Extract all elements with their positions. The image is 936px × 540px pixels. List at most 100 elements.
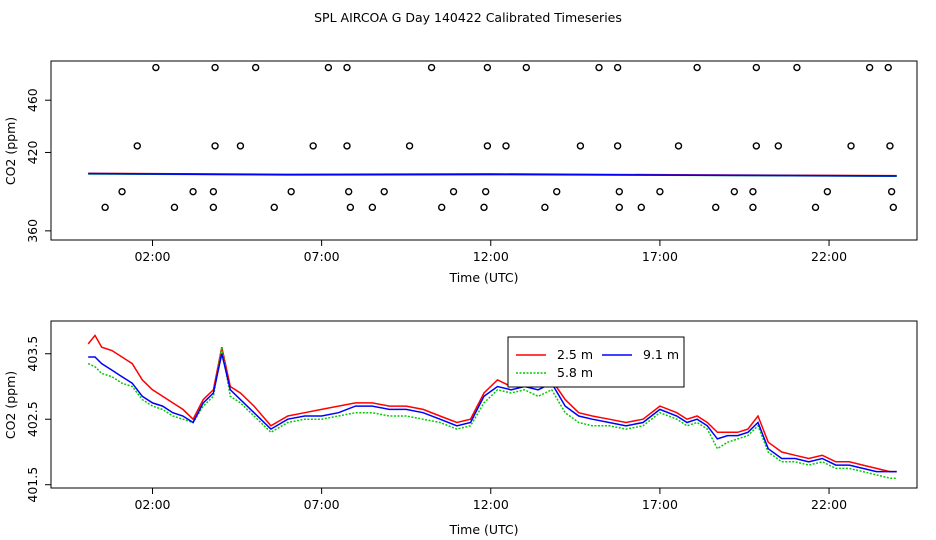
scatter-point — [133, 142, 141, 150]
scatter-point — [811, 203, 820, 212]
scatter-x-axis: 02:00 07:00 12:00 17:00 22:00 — [134, 240, 847, 264]
x-tick-label: 07:00 — [304, 249, 340, 264]
scatter-point — [730, 187, 739, 196]
scatter-point — [211, 142, 219, 150]
scatter-point — [553, 187, 561, 196]
x-tick-label: 02:00 — [134, 249, 170, 264]
scatter-point — [101, 203, 109, 212]
legend-box — [507, 336, 685, 388]
line-series — [87, 334, 897, 479]
scatter-point — [693, 63, 701, 72]
scatter-point — [211, 63, 219, 72]
series-line-9-1-m — [88, 353, 897, 473]
scatter-point — [270, 203, 278, 212]
scatter-panel: 02:00 07:00 12:00 17:00 22:00 360 420 460 Time… — [3, 60, 918, 285]
scatter-x-axis-label: Time (UTC) — [448, 270, 518, 285]
series-line-2-5-m — [87, 334, 897, 473]
scatter-point — [346, 203, 355, 212]
scatter-series-line-9-1-m — [88, 172, 897, 177]
scatter-point — [189, 187, 197, 196]
scatter-point — [886, 142, 894, 150]
scatter-point — [749, 203, 757, 212]
scatter-point — [380, 187, 388, 196]
scatter-point — [674, 142, 683, 150]
scatter-point — [752, 63, 761, 72]
x-tick-label: 12:00 — [473, 249, 509, 264]
scatter-point — [889, 203, 898, 212]
scatter-point — [209, 187, 218, 196]
scatter-point — [656, 187, 664, 196]
scatter-point — [209, 203, 218, 212]
scatter-point — [343, 63, 351, 72]
y-tick-label: 403.5 — [25, 336, 40, 372]
scatter-point — [793, 63, 801, 72]
scatter-point — [483, 142, 492, 150]
x-tick-label: 17:00 — [642, 497, 678, 512]
scatter-point — [637, 203, 646, 212]
y-tick-label: 401.5 — [25, 467, 40, 503]
x-tick-label: 22:00 — [811, 497, 847, 512]
scatter-point — [481, 187, 490, 196]
scatter-point — [615, 187, 624, 196]
scatter-point — [152, 63, 160, 72]
scatter-point — [613, 142, 622, 150]
y-tick-label: 360 — [25, 219, 40, 243]
y-tick-label: 420 — [25, 140, 40, 164]
line-panel: 02:00 07:00 12:00 17:00 22:00 401.5 402.5 403.… — [3, 320, 918, 537]
y-tick-label: 460 — [25, 88, 40, 112]
scatter-plot-frame — [50, 60, 918, 241]
scatter-point — [343, 142, 351, 150]
x-tick-label: 17:00 — [642, 249, 678, 264]
scatter-point — [251, 63, 260, 72]
scatter-point — [595, 63, 603, 72]
scatter-point — [712, 203, 720, 212]
scatter-point — [502, 142, 510, 150]
scatter-point — [405, 142, 414, 150]
legend-label-9-1m: 9.1 m — [643, 347, 679, 362]
figure-title: SPL AIRCOA G Day 140422 Calibrated Times… — [314, 10, 622, 25]
scatter-point — [324, 63, 333, 72]
scatter-point — [427, 63, 436, 72]
scatter-point — [368, 203, 377, 212]
scatter-series-lines — [88, 172, 897, 177]
scatter-point — [287, 187, 295, 196]
x-tick-label: 02:00 — [134, 497, 170, 512]
scatter-point — [884, 63, 892, 72]
scatter-point — [344, 187, 353, 196]
legend-label-2-5m: 2.5 m — [557, 347, 593, 362]
scatter-point — [522, 63, 530, 72]
scatter-point — [236, 142, 245, 150]
scatter-point — [576, 142, 585, 150]
scatter-point — [449, 187, 458, 196]
x-tick-label: 22:00 — [811, 249, 847, 264]
scatter-point — [847, 142, 855, 150]
scatter-point — [774, 142, 783, 150]
scatter-point — [309, 142, 317, 150]
scatter-point — [823, 187, 832, 196]
scatter-y-axis-label: CO2 (ppm) — [3, 117, 18, 185]
scatter-point — [170, 203, 179, 212]
legend-label-5-8m: 5.8 m — [557, 365, 593, 380]
scatter-point — [749, 187, 757, 196]
line-y-axis-label: CO2 (ppm) — [3, 371, 18, 439]
scatter-point — [480, 203, 488, 212]
line-x-axis-label: Time (UTC) — [448, 522, 518, 537]
scatter-point — [118, 187, 126, 196]
scatter-point — [438, 203, 446, 212]
scatter-point — [615, 203, 624, 212]
scatter-point — [887, 187, 896, 196]
line-plot-frame — [50, 320, 918, 489]
y-tick-label: 402.5 — [25, 401, 40, 437]
scatter-y-axis: 360 420 460 — [25, 88, 51, 243]
scatter-points — [101, 63, 898, 212]
series-line-5-8-m — [87, 347, 897, 479]
scatter-point — [541, 203, 549, 212]
scatter-point — [865, 63, 874, 72]
line-y-axis: 401.5 402.5 403.5 — [25, 336, 51, 503]
x-tick-label: 07:00 — [304, 497, 340, 512]
x-tick-label: 12:00 — [473, 497, 509, 512]
scatter-point — [483, 63, 492, 72]
line-x-axis: 02:00 07:00 12:00 17:00 22:00 — [134, 488, 847, 512]
scatter-point — [752, 142, 761, 150]
